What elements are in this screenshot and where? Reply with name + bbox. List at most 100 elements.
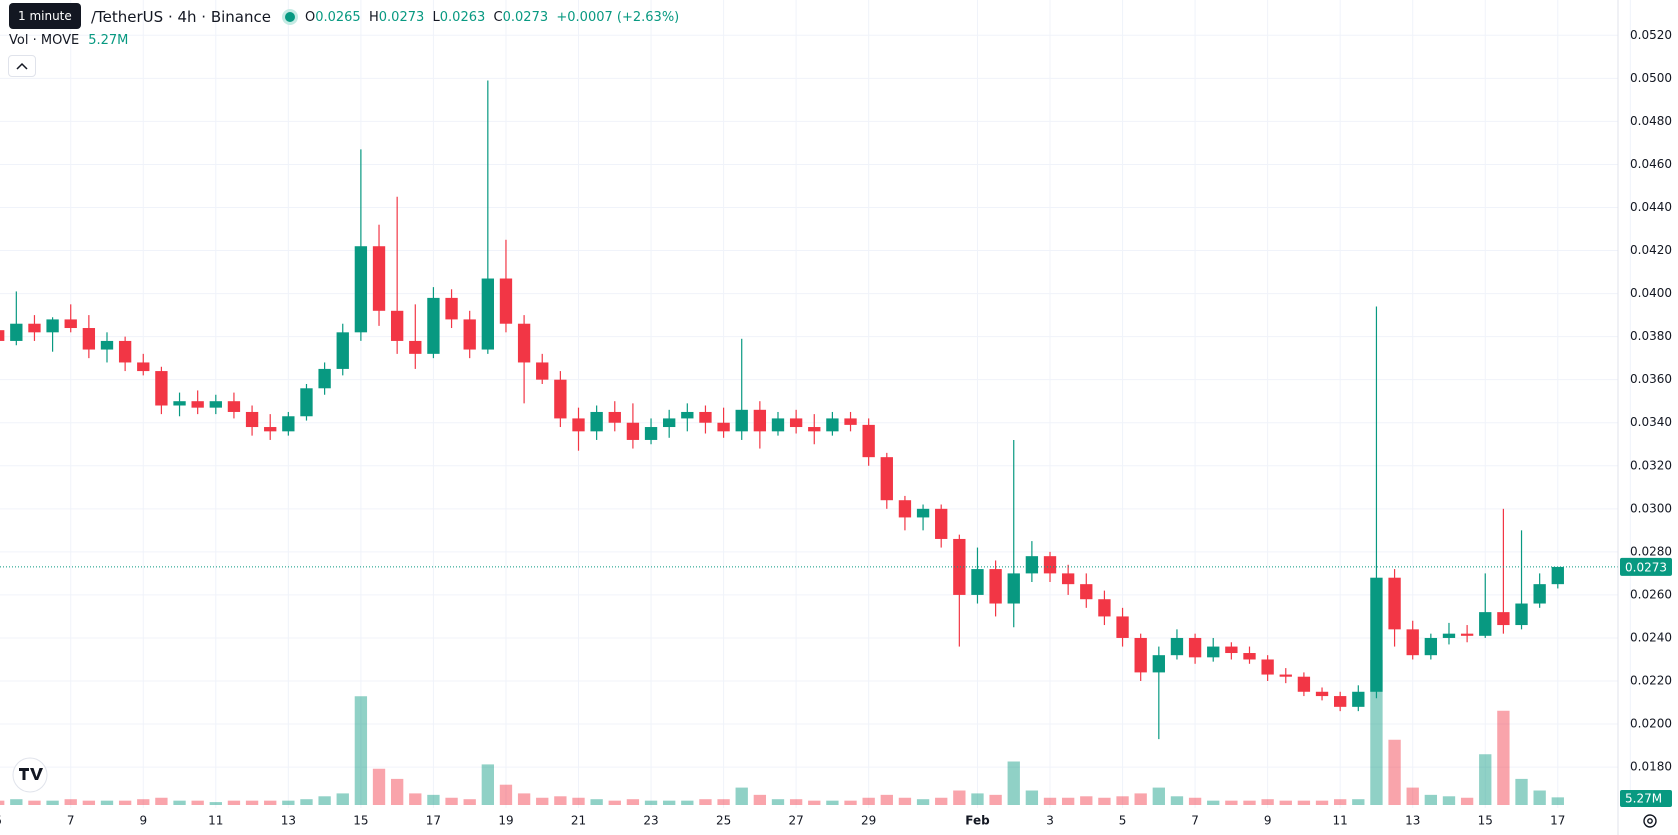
- candle-body: [880, 457, 893, 501]
- candle-body: [626, 422, 640, 440]
- x-tick-label: 11: [1333, 814, 1348, 828]
- volume-bar: [1515, 778, 1528, 805]
- x-tick-label: 19: [1623, 814, 1638, 828]
- y-tick-label: 0.0440: [1630, 200, 1672, 214]
- volume-bar: [409, 793, 422, 805]
- volume-bar: [898, 797, 912, 805]
- candle-body: [663, 418, 676, 428]
- volume-bar: [499, 784, 513, 805]
- candle-body: [826, 418, 839, 432]
- candle-body: [1279, 674, 1292, 677]
- volume-bar: [789, 799, 803, 805]
- volume-bar: [100, 800, 114, 805]
- y-tick-label: 0.0240: [1630, 630, 1672, 644]
- candle-body: [46, 319, 59, 333]
- symbol-row: /TetherUS · 4h · Binance O0.0265 H0.0273…: [91, 6, 679, 28]
- last-price-badge: [1620, 557, 1672, 576]
- candle-body: [191, 401, 204, 408]
- candle-body: [1116, 616, 1129, 638]
- candle-body: [898, 500, 912, 518]
- plot-area: [0, 80, 1618, 805]
- x-tick-label: 21: [571, 814, 586, 828]
- grid: [0, 0, 1631, 808]
- candle-body: [318, 368, 331, 389]
- candle-body: [1007, 573, 1020, 604]
- volume-bar: [844, 800, 857, 805]
- y-tick-label: 0.0380: [1630, 329, 1672, 343]
- volume-badge-label: 5.27M: [1625, 792, 1662, 806]
- candle-body: [28, 323, 41, 333]
- volume-bar: [1007, 761, 1020, 805]
- y-tick-label: 0.0500: [1630, 71, 1672, 85]
- volume-bar: [826, 800, 839, 805]
- ohlc-value: 0.0263: [439, 9, 486, 25]
- ohlc-key: H: [368, 9, 379, 25]
- volume-bar: [1043, 797, 1057, 805]
- volume-bar: [227, 800, 241, 805]
- candle-body: [572, 418, 585, 432]
- volume-bar: [354, 696, 368, 805]
- volume-bar: [862, 797, 875, 805]
- y-tick-label: 0.0460: [1630, 157, 1672, 171]
- candle-body: [445, 297, 458, 320]
- candle-body: [1370, 577, 1383, 692]
- y-tick-label: 0.0360: [1630, 372, 1672, 386]
- candle-body: [1424, 637, 1438, 656]
- tooltip: 1 minute: [9, 3, 81, 29]
- candle-body: [753, 409, 767, 432]
- candle-body: [427, 297, 440, 354]
- volume-bar: [191, 800, 204, 805]
- y-tick-label: 0.0280: [1630, 544, 1672, 558]
- volume-bar: [916, 799, 930, 805]
- x-tick-label: 15: [353, 814, 368, 828]
- candle-body: [771, 418, 785, 432]
- candle-body: [264, 427, 277, 432]
- candle-body: [1497, 612, 1510, 626]
- volume-bar: [735, 787, 748, 805]
- volume-bar: [1170, 796, 1184, 805]
- ohlc: O0.0265 H0.0273 L0.0263 C0.0273 +0.0007 …: [305, 10, 679, 25]
- volume-bar: [463, 799, 476, 805]
- volume-bar: [1479, 754, 1492, 805]
- candle-body: [717, 422, 730, 432]
- x-tick-label: 5: [1119, 814, 1127, 828]
- candle-body: [1479, 612, 1492, 636]
- candle-body: [1460, 633, 1474, 636]
- volume-bar: [1442, 796, 1456, 805]
- candle-body: [554, 379, 567, 419]
- x-tick-label: 25: [716, 814, 731, 828]
- candle-body: [1188, 637, 1202, 658]
- y-tick-label: 0.0260: [1630, 587, 1672, 601]
- y-tick-label: 0.0480: [1630, 114, 1672, 128]
- volume-bar: [318, 796, 331, 805]
- settings-icon[interactable]: [1643, 814, 1657, 828]
- volume-bar: [1406, 787, 1419, 805]
- candle-body: [82, 328, 96, 350]
- ohlc-value: 0.0265: [315, 9, 361, 25]
- y-tick-label: 0.0320: [1630, 458, 1672, 472]
- candle-body: [300, 388, 313, 417]
- collapse-button[interactable]: [8, 55, 36, 77]
- volume-bar: [10, 799, 23, 805]
- volume-bar: [644, 800, 658, 805]
- candle-body: [1098, 599, 1111, 617]
- volume-bar: [953, 790, 966, 805]
- volume-bar: [1116, 796, 1129, 805]
- symbol-title: /TetherUS · 4h · Binance: [91, 8, 271, 26]
- candle-body: [590, 411, 603, 432]
- volume-bar: [1497, 710, 1510, 805]
- x-axis: 5 7 9 11 13 15 17 19 21 23 25 27 29 Feb 3 5 7 9 11 13 15 17 19: [0, 814, 1638, 828]
- x-tick-label: 7: [67, 814, 75, 828]
- volume-bar: [989, 794, 1002, 805]
- y-tick-label: 0.0420: [1630, 243, 1672, 257]
- x-tick-label: 7: [1191, 814, 1199, 828]
- candle-body: [100, 340, 114, 350]
- candle-body: [536, 362, 549, 380]
- x-tick-label: 5: [0, 814, 2, 828]
- ohlc-value: 0.0273: [502, 9, 549, 25]
- candle-body: [137, 362, 150, 372]
- candle-body: [1043, 556, 1057, 574]
- volume-bar: [1261, 799, 1274, 805]
- ohlc-key: L: [432, 9, 440, 25]
